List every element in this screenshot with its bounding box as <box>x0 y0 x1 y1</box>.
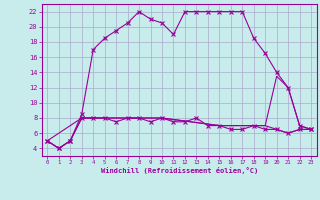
X-axis label: Windchill (Refroidissement éolien,°C): Windchill (Refroidissement éolien,°C) <box>100 167 258 174</box>
